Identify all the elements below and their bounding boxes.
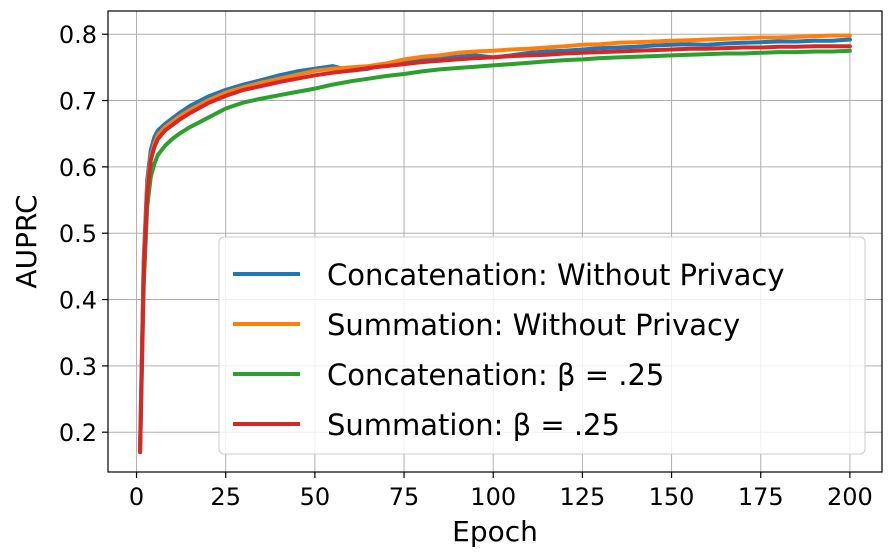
y-tick-label: 0.7	[59, 88, 97, 116]
legend-label: Concatenation: Without Privacy	[327, 258, 785, 292]
x-tick-label: 100	[470, 483, 516, 511]
legend-box	[218, 236, 866, 455]
series-lines	[138, 33, 852, 455]
x-axis-title: Epoch	[452, 515, 538, 548]
y-tick-label: 0.3	[59, 353, 97, 381]
series-line-2	[138, 33, 852, 448]
x-tick-label: 0	[129, 483, 144, 511]
x-tick-label: 125	[559, 483, 605, 511]
y-tick-label: 0.4	[59, 287, 97, 315]
series-line-4	[138, 44, 852, 455]
legend-label: Summation: Without Privacy	[327, 308, 740, 342]
legend-label: Summation: β = .25	[327, 408, 620, 442]
y-tick-label: 0.2	[59, 419, 97, 447]
series-line-3	[138, 48, 852, 455]
x-tick-label: 25	[210, 483, 241, 511]
y-axis-title: AUPRC	[10, 194, 43, 288]
plot-frame	[107, 10, 883, 473]
axis-ticks: 0 25 50 75 100 125 150 175 200 0.2 0.3 0.4 0.5 0.6 0.7…	[59, 21, 873, 511]
x-tick-label: 75	[389, 483, 420, 511]
legend-label: Concatenation: β = .25	[327, 358, 664, 392]
x-tick-label: 200	[827, 483, 873, 511]
y-tick-label: 0.6	[59, 154, 97, 182]
x-tick-label: 175	[738, 483, 784, 511]
x-tick-label: 150	[649, 483, 695, 511]
series-line-1	[138, 37, 852, 448]
y-tick-label: 0.5	[59, 220, 97, 248]
x-tick-label: 50	[300, 483, 331, 511]
legend: Concatenation: Without Privacy Summation:…	[218, 236, 866, 455]
y-tick-label: 0.8	[59, 21, 97, 49]
